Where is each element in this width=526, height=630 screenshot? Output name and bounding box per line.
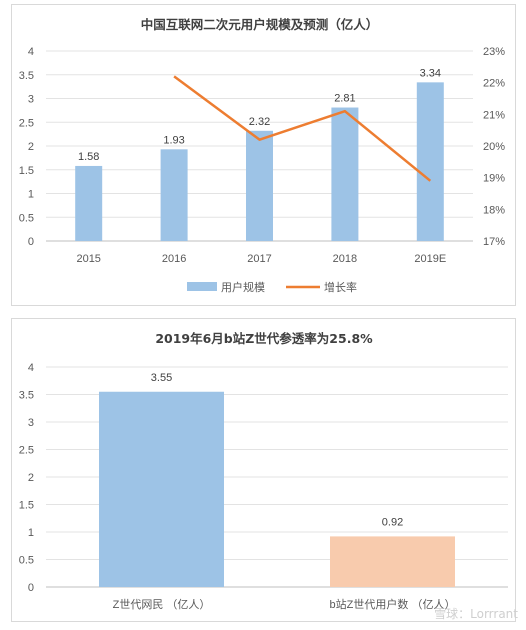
x-tick-label: Z世代网民 （亿人）: [113, 598, 211, 611]
data-label: 1.93: [163, 134, 184, 146]
y2-tick-label: 18%: [483, 204, 505, 216]
growth-rate-line: [173, 75, 432, 182]
chart-penetration-svg: 2019年6月b站Z世代参透率为25.8% 0 0.5 1 1.5 2 2.5 3 3.5 4 3.…: [19, 331, 508, 611]
y-tick-label: 1.5: [19, 500, 34, 512]
legend-label-growth-rate: 增长率: [324, 280, 357, 294]
y-tick-label: 1: [28, 189, 34, 201]
y2-tick-label: 17%: [483, 236, 505, 248]
chart-panel-penetration: 2019年6月b站Z世代参透率为25.8% 0 0.5 1 1.5 2 2.5 3 3.5 4 3.…: [11, 318, 516, 622]
chart-user-scale-svg: 中国互联网二次元用户规模及预测（亿人） 0 0.5 1 1.5 2 2.5 3 3.5 4 17% 1…: [19, 17, 506, 294]
y-tick-label: 1: [28, 527, 34, 539]
bar-user-scale: [246, 130, 273, 241]
y2-tick-label: 19%: [483, 173, 505, 185]
y-tick-label: 0.5: [19, 212, 34, 224]
y-tick-label: 2: [28, 141, 34, 153]
y-tick-label: 2.5: [19, 445, 34, 457]
bar-bilibili-z-gen-users: [330, 536, 455, 587]
y-tick-label: 0: [28, 236, 34, 248]
data-label: 3.34: [420, 67, 441, 79]
y2-tick-label: 21%: [483, 109, 505, 121]
y2-tick-label: 20%: [483, 141, 505, 153]
bar-user-scale: [331, 107, 359, 242]
data-label: 0.92: [382, 516, 403, 528]
data-label: 1.58: [78, 151, 99, 163]
y-tick-label: 2: [28, 472, 34, 484]
y-tick-label: 2.5: [19, 117, 34, 129]
legend-swatch-user-scale: [187, 282, 217, 291]
data-label: 3.55: [151, 372, 172, 384]
x-tick-label: 2015: [76, 253, 100, 265]
y-tick-label: 1.5: [19, 165, 34, 177]
x-tick-label: 2019E: [414, 253, 446, 265]
legend-label-user-scale: 用户规模: [221, 280, 265, 294]
y-tick-label: 3: [28, 417, 34, 429]
chart-title: 中国互联网二次元用户规模及预测（亿人）: [141, 17, 379, 32]
y-tick-label: 3.5: [19, 390, 34, 402]
data-label: 2.32: [249, 116, 270, 128]
y2-tick-label: 23%: [483, 46, 505, 58]
bar-user-scale: [416, 82, 444, 241]
x-tick-label: b站Z世代用户数 （亿人）: [330, 597, 456, 611]
bar-z-gen-netizens: [99, 391, 224, 587]
data-label: 2.81: [334, 93, 355, 105]
y-tick-label: 3: [28, 94, 34, 106]
chart-panel-user-scale: 中国互联网二次元用户规模及预测（亿人） 0 0.5 1 1.5 2 2.5 3 3.5 4 17% 1…: [11, 4, 516, 306]
y-tick-label: 0: [28, 582, 34, 594]
x-tick-label: 2017: [247, 253, 271, 265]
y2-tick-label: 22%: [483, 78, 505, 90]
watermark: 雪球：Lorrrant: [434, 607, 518, 621]
y-tick-label: 4: [28, 362, 34, 374]
chart-title: 2019年6月b站Z世代参透率为25.8%: [155, 331, 373, 346]
y-tick-label: 3.5: [19, 70, 34, 82]
x-tick-label: 2018: [333, 253, 357, 265]
y-tick-label: 0.5: [19, 555, 34, 567]
x-tick-label: 2016: [162, 253, 186, 265]
bar-user-scale: [75, 165, 103, 241]
bar-user-scale: [160, 149, 188, 241]
y-tick-label: 4: [28, 46, 34, 58]
